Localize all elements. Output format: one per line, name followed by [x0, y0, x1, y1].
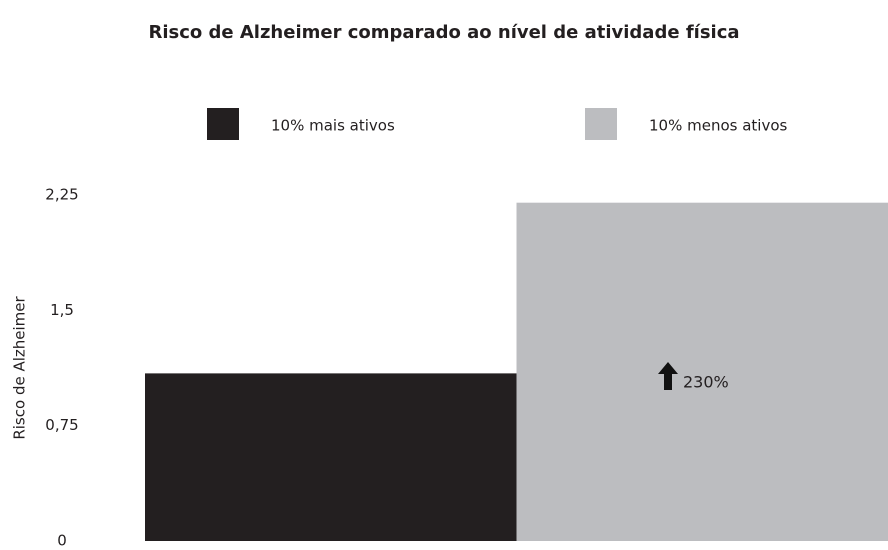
legend-swatch — [585, 108, 617, 140]
legend-swatch — [207, 108, 239, 140]
y-axis-label: Risco de Alzheimer — [11, 296, 29, 440]
bar — [145, 373, 517, 541]
y-tick-label: 1,5 — [50, 301, 74, 319]
y-tick-label: 0 — [57, 532, 67, 550]
y-tick-label: 2,25 — [45, 186, 78, 204]
legend-label: 10% menos ativos — [649, 117, 788, 135]
chart-title: Risco de Alzheimer comparado ao nível de… — [148, 22, 739, 43]
arrow-icon — [658, 362, 678, 390]
y-tick-label: 0,75 — [45, 416, 78, 434]
bar — [516, 202, 888, 541]
annotation: 230% — [683, 373, 729, 392]
legend-label: 10% mais ativos — [271, 117, 395, 135]
